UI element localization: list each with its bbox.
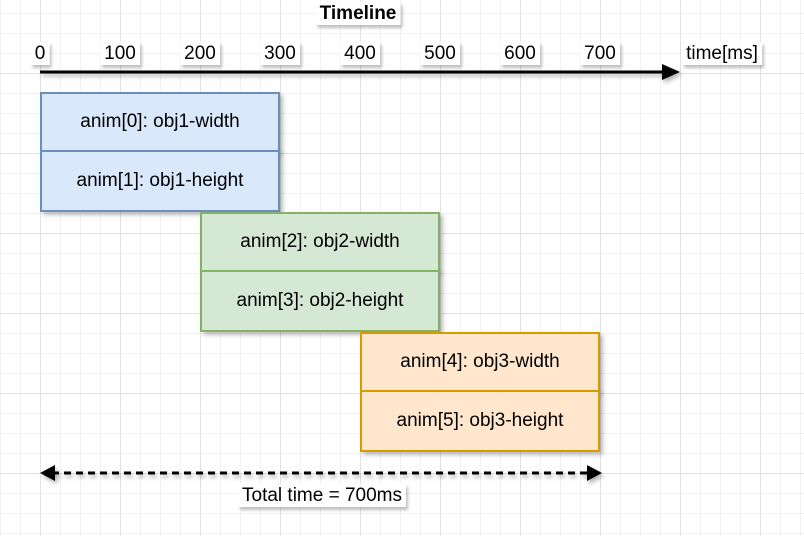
axis-tick-label: 700 [580,42,620,65]
axis-tick-label: 500 [420,42,460,65]
axis-tick-label: 600 [500,42,540,65]
axis-tick-label: 400 [340,42,380,65]
timeline-bar: anim[5]: obj3-height [360,390,600,452]
axis-tick-label: 300 [260,42,300,65]
total-time-arrow [40,465,602,481]
bar-label: anim[4]: obj3-width [400,351,560,372]
diagram-title: Timeline [315,2,401,25]
axis-tick-label: 100 [100,42,140,65]
axis-tick-label: 200 [180,42,220,65]
axis-unit-label: time[ms] [682,42,762,65]
timeline-bar: anim[1]: obj1-height [40,150,280,212]
total-time-label: Total time = 700ms [238,484,406,507]
bar-label: anim[2]: obj2-width [240,231,400,252]
bar-label: anim[3]: obj2-height [236,290,404,311]
timeline-bar: anim[2]: obj2-width [200,212,440,272]
right-arrowhead-icon [587,465,602,481]
timeline-bar: anim[0]: obj1-width [40,92,280,152]
bar-label: anim[0]: obj1-width [80,111,240,132]
bar-label: anim[5]: obj3-height [396,410,564,431]
time-axis-line [40,64,680,80]
axis-tick-label: 0 [30,42,50,65]
axis-arrowhead-icon [662,64,680,80]
left-arrowhead-icon [40,465,55,481]
bar-label: anim[1]: obj1-height [76,170,244,191]
timeline-bar: anim[3]: obj2-height [200,270,440,332]
timeline-bar: anim[4]: obj3-width [360,332,600,392]
